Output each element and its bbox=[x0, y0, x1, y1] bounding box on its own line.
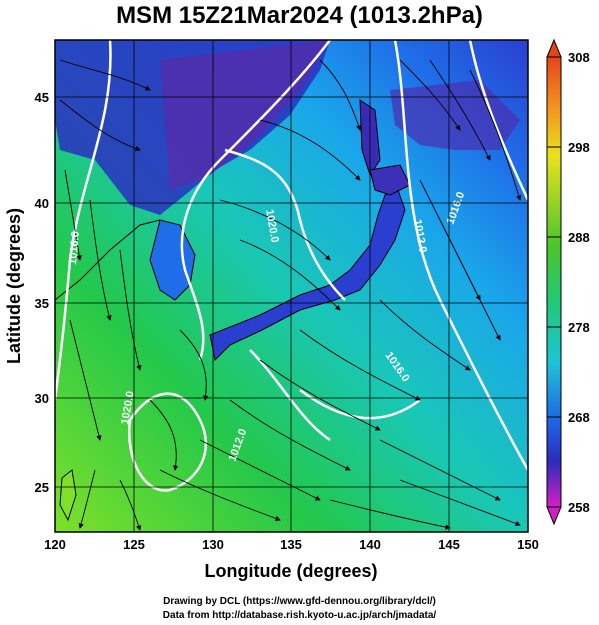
contour-label: 1012.0 bbox=[411, 218, 429, 253]
x-axis-label: Longitude (degrees) bbox=[204, 561, 377, 581]
y-tick-label: 35 bbox=[35, 296, 49, 311]
y-axis-label: Latitude (degrees) bbox=[4, 208, 24, 364]
isobars bbox=[55, 40, 528, 492]
y-tick-label: 30 bbox=[35, 391, 49, 406]
y-tick-label: 25 bbox=[35, 480, 49, 495]
coast-china bbox=[55, 219, 161, 301]
japan-land bbox=[209, 189, 406, 362]
map-title: MSM 15Z21Mar2024 (1013.2hPa) bbox=[116, 2, 483, 29]
x-tick-label: 125 bbox=[123, 537, 145, 552]
x-tick-label: 135 bbox=[280, 537, 302, 552]
hokkaido-land bbox=[369, 164, 411, 196]
colorbar-tick-label: 288 bbox=[568, 230, 590, 245]
colorbar-tick-label: 308 bbox=[568, 50, 590, 65]
x-tick-label: 150 bbox=[517, 537, 539, 552]
colorbar: 308 298 288 278 268 258 bbox=[546, 38, 590, 526]
credit-data: Data from http://database.rish.kyoto-u.a… bbox=[162, 610, 437, 621]
plot-frame bbox=[54, 39, 529, 533]
contour-label: 1020.0 bbox=[263, 208, 281, 243]
cold-region-north bbox=[160, 40, 330, 190]
colorbar-tick-label: 278 bbox=[568, 320, 590, 335]
y-tick-label: 45 bbox=[35, 90, 49, 105]
x-tick-label: 145 bbox=[438, 537, 460, 552]
colorbar-tick-label: 298 bbox=[568, 140, 590, 155]
graticule bbox=[55, 40, 528, 532]
colorbar-tick-label: 258 bbox=[568, 500, 590, 515]
y-tick-label: 40 bbox=[35, 196, 49, 211]
x-tick-label: 120 bbox=[44, 537, 66, 552]
contour-label: 1016.0 bbox=[67, 231, 82, 266]
x-tick-label: 130 bbox=[202, 537, 224, 552]
taiwan-land bbox=[59, 469, 77, 522]
colorbar-tick-label: 268 bbox=[568, 410, 590, 425]
x-tick-label: 140 bbox=[359, 537, 381, 552]
contour-label: 1020.0 bbox=[119, 390, 137, 425]
cold-sea-east bbox=[390, 80, 520, 150]
credit-drawing: Drawing by DCL (https://www.gfd-dennou.o… bbox=[163, 596, 436, 607]
